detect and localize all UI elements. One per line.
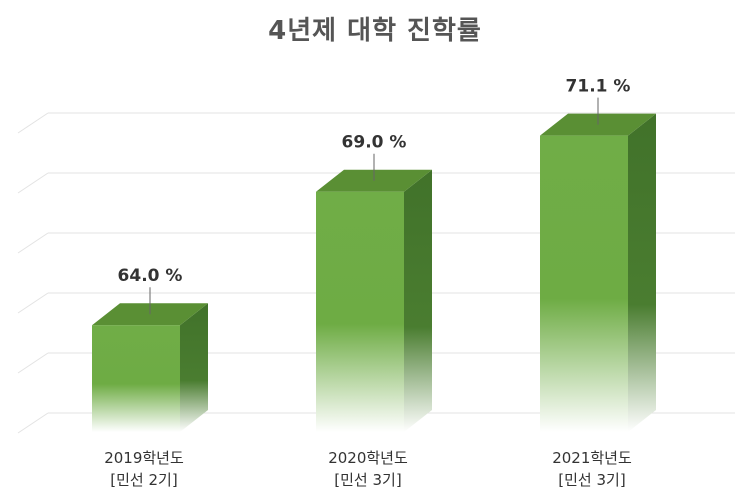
bar-top-2	[540, 113, 656, 136]
data-label-1: 69.0 %	[342, 133, 407, 153]
gridline-left-0	[17, 412, 49, 434]
bar-2	[540, 135, 628, 432]
gridline-left-3	[17, 232, 49, 254]
category-sublabel-1: [민선 3기]	[334, 471, 401, 489]
labels: 64.0 % 2019학년도 [민선 2기] 69.0 % 2020학년도 [민선 3기]…	[104, 77, 632, 489]
category-label-2: 2021학년도	[552, 449, 632, 467]
gridline-left-1	[17, 352, 49, 374]
category-sublabel-0: [민선 2기]	[110, 471, 177, 489]
bar-side-2	[628, 113, 656, 432]
bar-0	[92, 325, 180, 432]
data-label-0: 64.0 %	[118, 266, 183, 286]
category-sublabel-2: [민선 3기]	[558, 471, 625, 489]
gridline-left-2	[17, 292, 49, 314]
bar-side-1	[404, 169, 432, 432]
category-label-1: 2020학년도	[328, 449, 408, 467]
bar-1	[316, 191, 404, 432]
gridline-left-5	[17, 112, 49, 134]
chart-title: 4년제 대학 진학률	[268, 16, 482, 46]
category-label-0: 2019학년도	[104, 449, 184, 467]
bar-side-0	[180, 303, 208, 432]
data-label-2: 71.1 %	[566, 77, 631, 97]
bars	[92, 113, 656, 432]
gridline-left-4	[17, 172, 49, 194]
